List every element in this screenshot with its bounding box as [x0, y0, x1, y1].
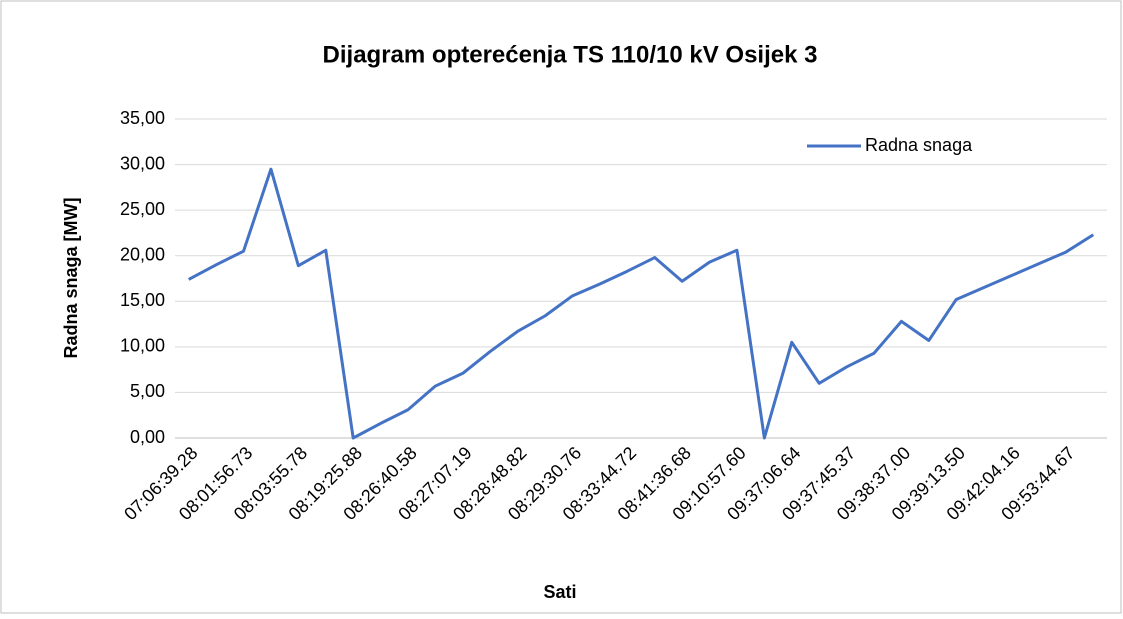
- legend-label: Radna snaga: [865, 135, 973, 155]
- y-tick-label: 20,00: [120, 244, 165, 264]
- y-tick-label: 30,00: [120, 153, 165, 173]
- y-tick-label: 10,00: [120, 336, 165, 356]
- y-axis-label: Radna snaga [MW]: [61, 197, 81, 358]
- y-tick-label: 25,00: [120, 199, 165, 219]
- y-tick-label: 0,00: [130, 427, 165, 447]
- chart-title: Dijagram opterećenja TS 110/10 kV Osijek…: [323, 41, 818, 68]
- x-axis-label: Sati: [543, 582, 576, 602]
- y-tick-label: 5,00: [130, 381, 165, 401]
- y-tick-label: 15,00: [120, 290, 165, 310]
- line: [188, 167, 1095, 440]
- y-tick-label: 35,00: [120, 108, 165, 128]
